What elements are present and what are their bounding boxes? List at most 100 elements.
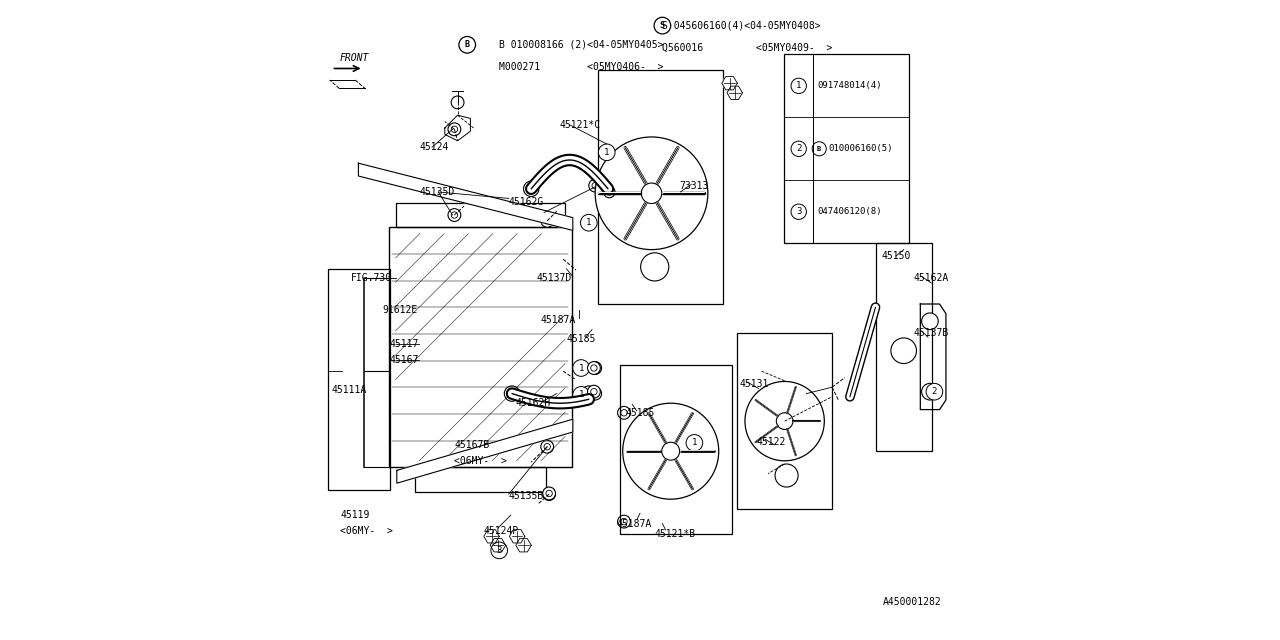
Circle shape [573, 387, 590, 403]
Circle shape [891, 338, 916, 364]
Circle shape [492, 542, 508, 559]
Circle shape [922, 383, 938, 400]
Circle shape [541, 440, 554, 453]
Text: 45124P: 45124P [484, 526, 518, 536]
Circle shape [541, 214, 554, 227]
Circle shape [922, 313, 938, 330]
Circle shape [543, 488, 556, 500]
Text: 45121*C: 45121*C [561, 120, 602, 130]
Text: B: B [465, 40, 470, 49]
Text: 45122: 45122 [756, 436, 786, 447]
Circle shape [591, 365, 599, 371]
Circle shape [745, 381, 824, 461]
Circle shape [641, 253, 669, 281]
Circle shape [588, 385, 600, 398]
Text: M000271        <05MY0406-  >: M000271 <05MY0406- > [499, 62, 664, 72]
Circle shape [776, 464, 799, 487]
Circle shape [641, 183, 662, 204]
Circle shape [452, 126, 458, 132]
Text: 2: 2 [796, 144, 801, 154]
Text: 45117: 45117 [389, 339, 419, 349]
Text: 1: 1 [796, 81, 801, 90]
Text: 45162G: 45162G [508, 196, 544, 207]
Circle shape [595, 137, 708, 250]
Text: 45137D: 45137D [536, 273, 572, 284]
Circle shape [589, 362, 602, 374]
Text: 1: 1 [579, 364, 584, 372]
Text: 45135D: 45135D [420, 187, 454, 197]
Text: Q560016         <05MY0409-  >: Q560016 <05MY0409- > [663, 43, 833, 53]
Circle shape [580, 214, 596, 231]
Text: 45185: 45185 [566, 334, 595, 344]
Text: 3: 3 [796, 207, 801, 216]
Text: B 010008166 (2)<04-05MY0405>: B 010008166 (2)<04-05MY0405> [499, 40, 664, 50]
Text: 45111A: 45111A [332, 385, 367, 396]
Circle shape [544, 218, 550, 224]
Circle shape [588, 362, 600, 374]
Text: 73313: 73313 [680, 180, 709, 191]
Circle shape [460, 36, 476, 53]
Circle shape [589, 387, 602, 400]
Text: FIG.730: FIG.730 [351, 273, 392, 284]
Text: 45187A: 45187A [540, 315, 576, 325]
Circle shape [591, 182, 599, 189]
Circle shape [524, 181, 539, 196]
Polygon shape [397, 419, 573, 483]
Text: 1: 1 [691, 438, 698, 447]
Text: 3: 3 [497, 546, 502, 555]
Circle shape [545, 491, 553, 497]
Circle shape [791, 78, 806, 93]
Polygon shape [727, 86, 742, 99]
Polygon shape [490, 539, 506, 552]
Circle shape [504, 386, 520, 401]
Circle shape [448, 209, 461, 221]
Circle shape [545, 490, 553, 497]
Polygon shape [330, 80, 365, 88]
Circle shape [581, 386, 596, 401]
Text: <06MY-  >: <06MY- > [340, 526, 393, 536]
Circle shape [607, 189, 613, 195]
Bar [396, 203, 564, 227]
Bar [415, 467, 547, 492]
Circle shape [776, 413, 794, 429]
Text: S: S [660, 21, 664, 30]
Bar [599, 70, 723, 304]
Circle shape [621, 410, 627, 416]
Text: 45167: 45167 [389, 355, 419, 365]
Bar [328, 269, 390, 490]
Polygon shape [484, 530, 499, 543]
Circle shape [813, 142, 827, 156]
Circle shape [452, 96, 465, 109]
Polygon shape [722, 77, 737, 90]
Circle shape [654, 17, 671, 34]
Circle shape [686, 435, 703, 451]
Text: 1: 1 [586, 218, 591, 227]
Circle shape [591, 388, 598, 395]
Circle shape [544, 444, 550, 450]
Text: 2: 2 [932, 387, 937, 396]
Text: 45124: 45124 [420, 142, 448, 152]
Circle shape [791, 141, 806, 157]
Text: 45119: 45119 [340, 510, 370, 520]
Circle shape [618, 406, 630, 419]
Text: 047406120(8): 047406120(8) [818, 207, 882, 216]
Circle shape [927, 383, 943, 400]
Circle shape [448, 123, 461, 136]
Text: 010006160(5): 010006160(5) [829, 144, 893, 154]
Text: A450001282: A450001282 [883, 596, 942, 607]
Circle shape [543, 487, 556, 500]
Circle shape [662, 442, 680, 460]
Circle shape [599, 144, 616, 161]
Bar [876, 243, 932, 451]
Text: 91612E: 91612E [383, 305, 419, 316]
Text: S 045606160(4)<04-05MY0408>: S 045606160(4)<04-05MY0408> [663, 20, 820, 31]
Text: 1: 1 [579, 390, 584, 399]
Text: 45167B: 45167B [454, 440, 490, 450]
Polygon shape [358, 163, 573, 230]
Circle shape [573, 360, 590, 376]
Circle shape [452, 212, 458, 218]
Text: 1: 1 [604, 148, 609, 157]
Circle shape [623, 403, 719, 499]
Text: 45135B: 45135B [508, 491, 544, 501]
Bar [620, 365, 732, 534]
